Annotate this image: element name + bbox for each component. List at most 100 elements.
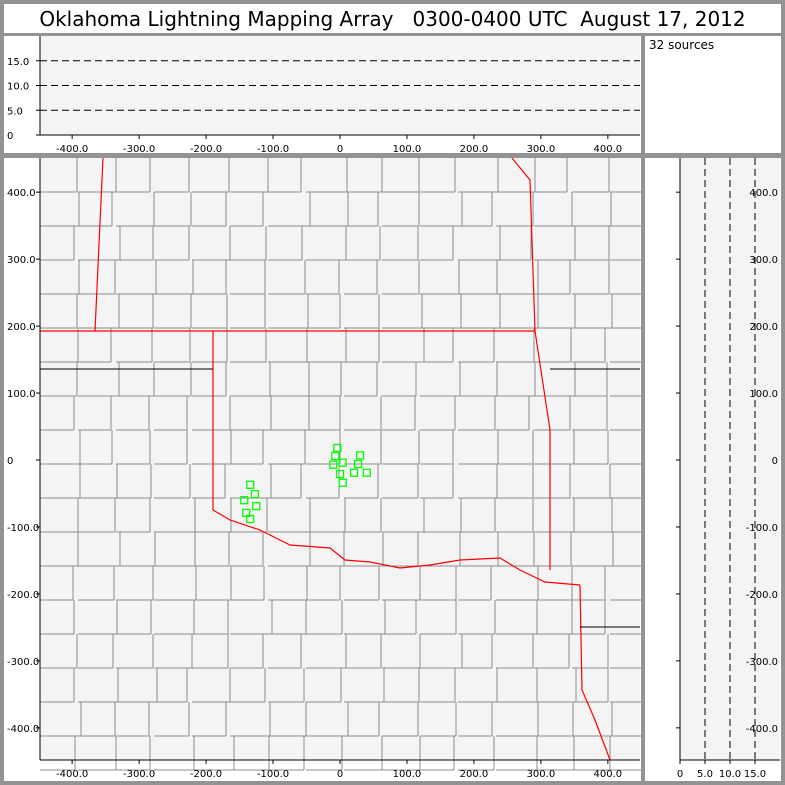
county-border (496, 328, 535, 363)
county-border (268, 430, 306, 465)
county-border (154, 702, 190, 737)
county-border (496, 668, 538, 703)
county-border (268, 532, 311, 567)
county-border (78, 158, 117, 193)
county-border (534, 192, 573, 227)
county-border (610, 769, 641, 771)
county-border (268, 294, 309, 329)
county-border (230, 532, 264, 567)
county-border (192, 158, 230, 193)
county-border (496, 158, 536, 193)
source-count-panel: 32 sources (645, 36, 781, 153)
county-border (572, 430, 609, 465)
x-tick-label: 15.0 (744, 769, 766, 780)
county-border (40, 396, 75, 431)
county-border (154, 362, 192, 397)
altitude-ns-panel: 0 5.0 10.0 15.0 -400.0 -300.0 -200.0 -100.0 0 100… (645, 158, 781, 781)
county-border (268, 668, 305, 703)
county-border (610, 395, 641, 397)
county-border (534, 362, 576, 397)
x-tick-label: -300.0 (123, 144, 155, 153)
county-border (230, 362, 271, 397)
county-border (420, 260, 460, 295)
county-border (572, 498, 613, 533)
county-border (610, 497, 641, 499)
county-border (268, 634, 302, 669)
county-border (534, 396, 571, 431)
county-border (154, 634, 193, 669)
county-border (268, 498, 311, 533)
county-border (572, 328, 606, 363)
county-border (420, 158, 456, 193)
county-border (192, 566, 232, 601)
county-border (230, 634, 264, 669)
x-tick-label: 0 (677, 769, 683, 780)
county-border (78, 600, 118, 635)
county-border (268, 260, 306, 295)
county-border (534, 634, 570, 669)
county-border (344, 702, 380, 737)
county-border (116, 464, 152, 499)
county-border (572, 702, 613, 737)
county-border (116, 668, 158, 703)
county-border (230, 498, 268, 533)
x-tick-label: 300.0 (527, 769, 556, 780)
county-border (382, 736, 421, 771)
county-border (192, 192, 227, 227)
county-border (230, 294, 266, 329)
x-tick-label: -200.0 (190, 769, 222, 780)
county-border (78, 430, 113, 465)
county-border (496, 464, 534, 499)
county-border (344, 464, 379, 499)
county-border (40, 294, 78, 329)
y-tick-label: 400.0 (7, 188, 36, 199)
county-border (420, 226, 454, 261)
county-border (382, 158, 420, 193)
county-border (610, 735, 641, 737)
county-border (534, 600, 573, 635)
county-border (496, 702, 539, 737)
x-tick-label: 200.0 (460, 769, 489, 780)
lightning-source (246, 480, 255, 489)
county-border (40, 498, 79, 533)
county-border (192, 736, 235, 771)
county-border (154, 294, 192, 329)
county-border (40, 566, 74, 601)
county-border (382, 430, 420, 465)
county-border (154, 192, 192, 227)
county-border (154, 498, 196, 533)
county-border (154, 668, 188, 703)
county-border (534, 294, 576, 329)
county-border (610, 191, 641, 193)
county-border (458, 260, 498, 295)
county-border (192, 668, 231, 703)
y-tick-label: 400.0 (749, 188, 778, 199)
y-tick-label: 15.0 (7, 57, 29, 68)
county-border (192, 328, 228, 363)
lightning-source (246, 514, 255, 524)
county-border (610, 667, 641, 669)
county-border (610, 259, 641, 261)
county-border (572, 158, 610, 193)
county-border (306, 532, 345, 567)
county-border (534, 702, 574, 737)
county-border (230, 328, 267, 363)
county-border (268, 396, 310, 431)
y-tick-label: 0 (772, 456, 778, 467)
county-border (458, 362, 498, 397)
county-border (572, 634, 609, 669)
county-border (344, 294, 380, 329)
y-tick-label: -300.0 (7, 657, 39, 668)
county-border (78, 226, 121, 261)
county-border (192, 362, 227, 397)
county-border (230, 396, 272, 431)
state-border (94, 158, 104, 332)
y-tick-label: -200.0 (7, 590, 39, 601)
county-border (458, 736, 495, 771)
county-border (572, 532, 614, 567)
y-tick-label: 300.0 (749, 255, 778, 266)
county-border (496, 566, 539, 601)
county-border (344, 328, 380, 363)
state-border (579, 584, 611, 761)
county-border (610, 565, 641, 567)
